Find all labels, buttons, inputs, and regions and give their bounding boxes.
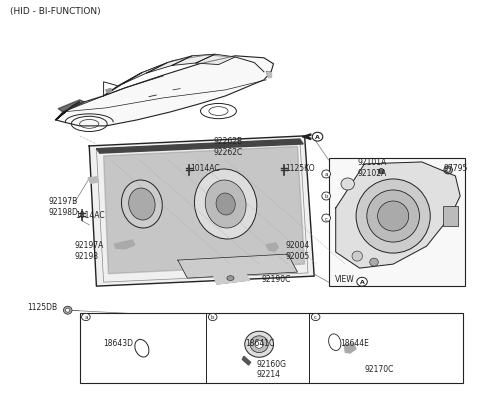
Polygon shape: [58, 101, 84, 113]
Polygon shape: [242, 356, 251, 365]
Ellipse shape: [378, 201, 408, 231]
Text: c: c: [324, 216, 328, 221]
Ellipse shape: [312, 133, 323, 142]
Polygon shape: [123, 63, 167, 85]
Ellipse shape: [216, 194, 235, 215]
Polygon shape: [89, 137, 314, 286]
Text: 1125DB: 1125DB: [27, 302, 57, 311]
Ellipse shape: [66, 308, 70, 312]
Polygon shape: [106, 89, 112, 93]
Ellipse shape: [255, 340, 264, 348]
Text: 18643D: 18643D: [104, 338, 133, 347]
Ellipse shape: [370, 258, 378, 266]
Polygon shape: [88, 177, 99, 184]
Ellipse shape: [356, 180, 430, 253]
Ellipse shape: [341, 178, 354, 190]
Ellipse shape: [135, 340, 149, 357]
Text: VIEW: VIEW: [335, 275, 355, 284]
Polygon shape: [178, 255, 298, 278]
Polygon shape: [266, 73, 271, 77]
Ellipse shape: [312, 314, 320, 321]
Ellipse shape: [352, 251, 362, 261]
Text: 18644E: 18644E: [340, 338, 370, 347]
Ellipse shape: [121, 180, 162, 229]
Ellipse shape: [444, 166, 453, 174]
Text: 1014AC: 1014AC: [75, 210, 105, 219]
Text: a: a: [84, 315, 88, 320]
Polygon shape: [147, 57, 192, 74]
Ellipse shape: [367, 190, 420, 243]
Text: 1125KO: 1125KO: [286, 163, 315, 172]
Text: 92262B
92262C: 92262B 92262C: [214, 137, 243, 156]
Text: 92170C: 92170C: [364, 364, 394, 373]
Polygon shape: [96, 140, 303, 154]
Ellipse shape: [322, 215, 330, 223]
Ellipse shape: [82, 314, 90, 321]
Ellipse shape: [329, 334, 341, 350]
Ellipse shape: [129, 188, 155, 221]
Text: (HID - BI-FUNCTION): (HID - BI-FUNCTION): [10, 7, 101, 16]
Polygon shape: [104, 147, 305, 274]
Text: 18641C: 18641C: [245, 338, 274, 347]
Ellipse shape: [322, 192, 330, 200]
Ellipse shape: [227, 276, 234, 281]
Polygon shape: [344, 344, 356, 353]
Polygon shape: [266, 243, 278, 252]
Text: b: b: [324, 194, 328, 199]
Ellipse shape: [208, 314, 217, 321]
Text: b: b: [211, 315, 215, 320]
Polygon shape: [214, 272, 250, 284]
Text: 92190C: 92190C: [262, 274, 291, 283]
Polygon shape: [302, 135, 311, 140]
Text: 92004
92005: 92004 92005: [286, 241, 310, 260]
Text: a: a: [324, 172, 328, 177]
Text: 97795: 97795: [444, 163, 468, 172]
Polygon shape: [56, 57, 274, 127]
Ellipse shape: [63, 306, 72, 314]
Text: A: A: [315, 135, 320, 140]
Ellipse shape: [205, 180, 246, 229]
Polygon shape: [56, 103, 80, 121]
Ellipse shape: [446, 168, 450, 172]
Bar: [328, 158, 465, 286]
Polygon shape: [196, 55, 235, 65]
Text: c: c: [314, 315, 317, 320]
Text: 92197A
92198: 92197A 92198: [75, 241, 104, 260]
Bar: [80, 314, 463, 383]
Polygon shape: [104, 73, 142, 97]
Text: 92101A
92102A: 92101A 92102A: [357, 158, 386, 177]
Polygon shape: [336, 162, 460, 268]
Ellipse shape: [250, 336, 268, 353]
Text: 1014AC: 1014AC: [190, 163, 219, 172]
Text: 92197B
92198D: 92197B 92198D: [48, 197, 78, 216]
Polygon shape: [115, 241, 135, 249]
Ellipse shape: [322, 170, 330, 178]
Polygon shape: [172, 55, 215, 66]
Bar: [444, 207, 458, 227]
Text: 92160G
92214: 92160G 92214: [257, 358, 287, 378]
Ellipse shape: [378, 169, 384, 174]
Ellipse shape: [357, 277, 367, 286]
Ellipse shape: [245, 331, 274, 357]
Text: A: A: [360, 279, 364, 285]
Ellipse shape: [194, 170, 257, 239]
